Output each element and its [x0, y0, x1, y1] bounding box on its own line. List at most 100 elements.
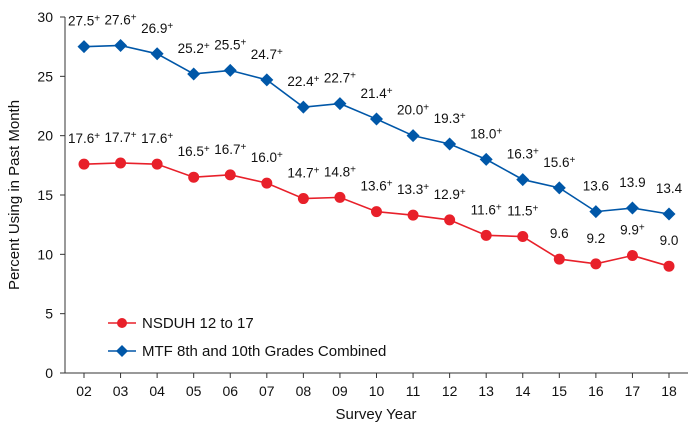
- data-label: 17.7+: [105, 130, 137, 145]
- data-label: 20.0+: [397, 103, 429, 118]
- legend: NSDUH 12 to 17 MTF 8th and 10th Grades Co…: [108, 315, 386, 360]
- x-tick-label: 11: [406, 383, 421, 399]
- x-tick-label: 16: [588, 383, 604, 399]
- x-axis-label: Survey Year: [336, 406, 417, 423]
- data-label: 19.3+: [434, 111, 466, 126]
- y-tick-label: 15: [37, 187, 53, 203]
- data-label: 18.0+: [470, 126, 502, 141]
- x-tick-label: 17: [625, 383, 641, 399]
- data-label: 13.6+: [360, 179, 392, 194]
- y-axis-label: Percent Using in Past Month: [6, 100, 23, 290]
- data-label: 14.8+: [324, 164, 356, 179]
- data-point: [333, 97, 347, 111]
- legend-marker: [116, 345, 128, 357]
- data-label: 13.3+: [397, 182, 429, 197]
- data-label: 16.5+: [178, 144, 210, 159]
- data-point: [444, 214, 456, 226]
- data-label: 16.7+: [214, 142, 246, 157]
- legend-label: MTF 8th and 10th Grades Combined: [142, 343, 386, 360]
- data-label: 13.9: [619, 175, 645, 190]
- y-tick-label: 25: [37, 68, 53, 84]
- data-point: [553, 253, 565, 265]
- x-tick-label: 06: [222, 383, 238, 399]
- y-tick-label: 5: [45, 306, 53, 322]
- data-point: [663, 260, 675, 272]
- data-label: 9.9+: [620, 223, 645, 238]
- data-point: [371, 206, 382, 218]
- data-point: [150, 47, 164, 61]
- data-point: [261, 177, 273, 189]
- data-label: 25.5+: [214, 37, 246, 52]
- data-label: 22.7+: [324, 71, 356, 86]
- data-point: [370, 112, 383, 126]
- data-point: [589, 205, 603, 219]
- data-point: [626, 250, 638, 262]
- data-point: [187, 67, 201, 81]
- legend-item: MTF 8th and 10th Grades Combined: [108, 343, 386, 360]
- data-label: 9.2: [586, 231, 605, 246]
- x-tick-label: 14: [515, 383, 531, 399]
- x-tick-label: 13: [478, 383, 494, 399]
- data-label: 27.5+: [68, 14, 100, 29]
- x-tick-label: 04: [149, 383, 165, 399]
- data-point: [479, 152, 493, 166]
- data-label: 16.3+: [507, 147, 539, 162]
- data-point: [115, 157, 127, 169]
- data-label: 13.4: [656, 181, 683, 196]
- data-label: 22.4+: [287, 74, 319, 89]
- series-mtf: 27.5+ 27.6+ 26.9+ 25.2+ 25.5+ 24.7+ 22.4+ 22.7+…: [68, 12, 683, 221]
- data-point: [297, 193, 309, 205]
- data-point: [151, 158, 163, 170]
- data-point: [516, 173, 530, 187]
- data-point: [407, 209, 419, 221]
- series-nsduh: 17.6+ 17.7+ 17.6+ 16.5+ 16.7+ 16.0+ 14.7+ 14.8+…: [68, 130, 678, 272]
- legend-item: NSDUH 12 to 17: [108, 315, 254, 332]
- series-group: 17.6+ 17.7+ 17.6+ 16.5+ 16.7+ 16.0+ 14.7+ 14.8+…: [68, 12, 683, 272]
- data-point: [517, 231, 529, 243]
- data-label: 24.7+: [251, 47, 283, 62]
- data-point: [224, 169, 236, 181]
- x-tick-label: 12: [442, 383, 458, 399]
- data-point: [77, 40, 91, 54]
- data-point: [296, 100, 310, 114]
- data-point: [188, 171, 200, 183]
- data-point: [625, 201, 639, 215]
- data-label: 11.6+: [471, 202, 502, 217]
- y-tick-label: 0: [45, 365, 53, 381]
- x-tick-label: 05: [186, 383, 202, 399]
- x-tick-label: 07: [259, 383, 275, 399]
- data-label: 21.4+: [360, 86, 392, 101]
- data-point: [443, 137, 457, 151]
- y-tick-label: 10: [37, 246, 53, 262]
- data-label: 17.6+: [141, 131, 173, 146]
- data-point: [334, 191, 346, 203]
- legend-label: NSDUH 12 to 17: [142, 315, 254, 332]
- data-label: 16.0+: [251, 150, 283, 165]
- data-label: 14.7+: [287, 166, 319, 181]
- data-label: 27.6+: [105, 12, 137, 27]
- data-point: [223, 63, 237, 77]
- x-tick-label: 03: [113, 383, 129, 399]
- data-point: [552, 181, 566, 195]
- data-label: 26.9+: [141, 21, 173, 36]
- y-tick-label: 20: [37, 128, 53, 144]
- legend-marker: [117, 318, 127, 328]
- x-tick-label: 18: [661, 383, 677, 399]
- x-tick-label: 15: [552, 383, 568, 399]
- x-tick-label: 09: [332, 383, 348, 399]
- data-point: [260, 73, 274, 87]
- x-tick-label: 02: [76, 383, 92, 399]
- data-label: 25.2+: [178, 41, 210, 56]
- data-label: 9.6: [550, 226, 569, 241]
- data-point: [78, 158, 90, 170]
- data-label: 15.6+: [543, 155, 575, 170]
- data-point: [406, 129, 420, 143]
- data-label: 13.6: [583, 179, 609, 194]
- data-point: [114, 38, 128, 52]
- data-label: 17.6+: [68, 131, 100, 146]
- data-label: 9.0: [660, 233, 679, 248]
- data-label: 12.9+: [434, 187, 466, 202]
- data-point: [590, 258, 602, 270]
